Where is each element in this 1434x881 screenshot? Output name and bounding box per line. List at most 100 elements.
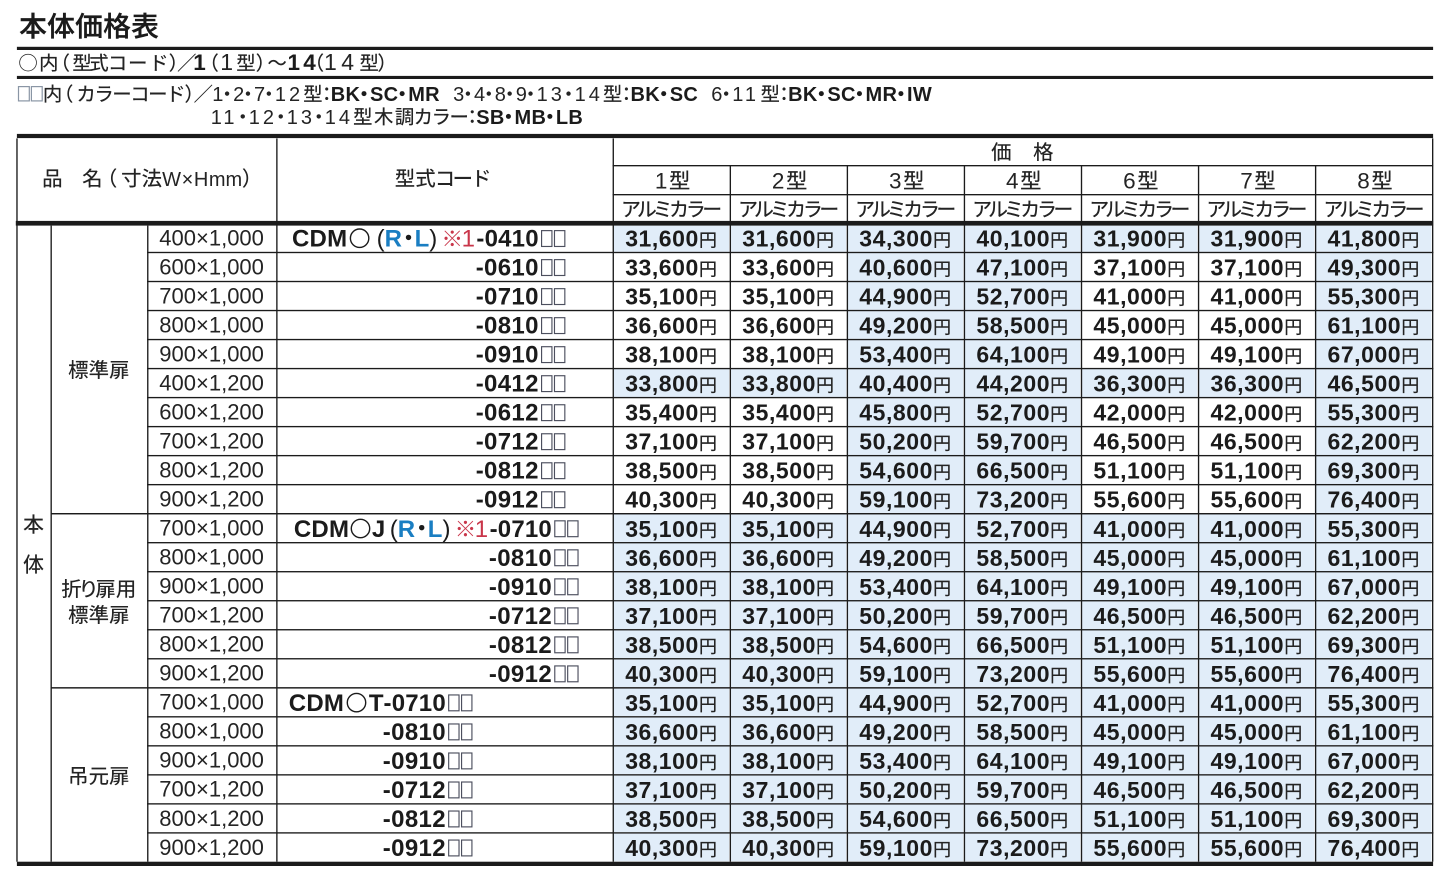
svg-text:73,200: 73,200 (976, 487, 1050, 513)
svg-text:): ) (443, 516, 451, 543)
svg-text:-0810: -0810 (489, 545, 552, 572)
svg-text:44,200: 44,200 (976, 371, 1050, 397)
svg-text:66,500: 66,500 (976, 458, 1050, 484)
svg-text:40,300: 40,300 (625, 835, 699, 861)
svg-text:700×1,200: 700×1,200 (159, 777, 264, 802)
svg-text:37,100: 37,100 (742, 603, 816, 629)
svg-text:38,100: 38,100 (742, 748, 816, 774)
svg-text:-0710: -0710 (384, 690, 446, 717)
svg-text:700×1,000: 700×1,000 (159, 690, 264, 715)
svg-text:400×1,200: 400×1,200 (159, 370, 264, 395)
svg-text:35,400: 35,400 (742, 400, 816, 426)
svg-text:59,100: 59,100 (859, 661, 933, 687)
svg-text:41,000: 41,000 (1093, 690, 1167, 716)
svg-text:40,300: 40,300 (625, 487, 699, 513)
svg-text:36,600: 36,600 (742, 313, 816, 339)
svg-text:49,200: 49,200 (859, 719, 933, 745)
svg-text:-0910: -0910 (489, 574, 552, 601)
svg-text:900×1,200: 900×1,200 (159, 835, 264, 860)
svg-text:700×1,000: 700×1,000 (159, 283, 264, 308)
svg-text:51,100: 51,100 (1211, 458, 1285, 484)
svg-text:41,000: 41,000 (1211, 516, 1285, 542)
svg-text:33,600: 33,600 (742, 255, 816, 281)
svg-text:58,500: 58,500 (976, 719, 1050, 745)
svg-text:2: 2 (233, 84, 244, 106)
svg-text:69,300: 69,300 (1328, 632, 1402, 658)
svg-text:41,000: 41,000 (1211, 284, 1285, 310)
svg-text:-0410: -0410 (476, 226, 538, 253)
svg-text:LB: LB (556, 107, 583, 129)
svg-text:67,000: 67,000 (1328, 342, 1402, 368)
svg-text:CDM: CDM (294, 516, 349, 543)
svg-text:800×1,000: 800×1,000 (159, 312, 264, 337)
svg-text:52,700: 52,700 (976, 400, 1050, 426)
svg-text:52,700: 52,700 (976, 690, 1050, 716)
svg-text:SB: SB (476, 107, 504, 129)
svg-text:800×1,000: 800×1,000 (159, 545, 264, 570)
svg-text:600×1,000: 600×1,000 (159, 254, 264, 279)
svg-text:34,300: 34,300 (859, 226, 933, 252)
svg-text:400×1,000: 400×1,000 (159, 225, 264, 250)
svg-text:31,600: 31,600 (742, 226, 816, 252)
svg-text:46,500: 46,500 (1093, 777, 1167, 803)
svg-text:59,700: 59,700 (976, 603, 1050, 629)
svg-text:1: 1 (193, 50, 206, 75)
svg-text:40,300: 40,300 (742, 835, 816, 861)
svg-text:62,200: 62,200 (1328, 429, 1402, 455)
svg-text:31,900: 31,900 (1093, 226, 1167, 252)
svg-text:W×H: W×H (162, 169, 209, 191)
svg-text:55,300: 55,300 (1328, 400, 1402, 426)
svg-text:55,300: 55,300 (1328, 284, 1402, 310)
svg-text:BK: BK (631, 84, 661, 106)
svg-text:-0812: -0812 (476, 458, 539, 485)
svg-text:37,100: 37,100 (625, 603, 699, 629)
svg-text:SC: SC (670, 84, 698, 106)
svg-text:-0712: -0712 (383, 777, 446, 804)
svg-text:41,000: 41,000 (1093, 284, 1167, 310)
svg-text:62,200: 62,200 (1328, 777, 1402, 803)
svg-text:58,500: 58,500 (976, 545, 1050, 571)
svg-text:MB: MB (515, 107, 547, 129)
svg-text:37,100: 37,100 (742, 429, 816, 455)
svg-text:IW: IW (907, 84, 932, 106)
svg-text:45,000: 45,000 (1093, 313, 1167, 339)
svg-text:64,100: 64,100 (976, 748, 1050, 774)
svg-text:BK: BK (788, 84, 818, 106)
svg-text:67,000: 67,000 (1328, 574, 1402, 600)
svg-text:67,000: 67,000 (1328, 748, 1402, 774)
svg-text:31,600: 31,600 (625, 226, 699, 252)
svg-text:-0912: -0912 (476, 487, 539, 514)
svg-text:55,600: 55,600 (1211, 487, 1285, 513)
svg-text:31,900: 31,900 (1211, 226, 1285, 252)
svg-text:37,100: 37,100 (1093, 255, 1167, 281)
svg-text:42,000: 42,000 (1093, 400, 1167, 426)
svg-text:1: 1 (212, 84, 223, 106)
svg-text:mm: mm (209, 169, 242, 191)
svg-text:40,300: 40,300 (742, 487, 816, 513)
svg-text:-0710: -0710 (476, 284, 539, 311)
svg-text:54,600: 54,600 (859, 458, 933, 484)
svg-text:58,500: 58,500 (976, 313, 1050, 339)
svg-text:J: J (372, 516, 385, 543)
svg-text:38,100: 38,100 (625, 748, 699, 774)
svg-text:76,400: 76,400 (1328, 487, 1402, 513)
svg-text:38,100: 38,100 (625, 342, 699, 368)
svg-text:38,100: 38,100 (625, 574, 699, 600)
svg-text:73,200: 73,200 (976, 661, 1050, 687)
svg-text:-0612: -0612 (476, 400, 539, 427)
svg-text:12: 12 (275, 84, 303, 106)
svg-text:800×1,200: 800×1,200 (159, 458, 264, 483)
svg-text:36,600: 36,600 (742, 545, 816, 571)
svg-text:900×1,000: 900×1,000 (159, 574, 264, 599)
svg-text:59,700: 59,700 (976, 777, 1050, 803)
svg-text:-0912: -0912 (489, 661, 552, 688)
svg-text:R: R (385, 226, 402, 253)
svg-text:8: 8 (1357, 168, 1370, 193)
svg-text:62,200: 62,200 (1328, 603, 1402, 629)
svg-text:53,400: 53,400 (859, 574, 933, 600)
svg-text:46,500: 46,500 (1093, 603, 1167, 629)
svg-text:700×1,200: 700×1,200 (159, 429, 264, 454)
svg-text:-0710: -0710 (490, 516, 552, 543)
svg-text:69,300: 69,300 (1328, 458, 1402, 484)
svg-text:50,200: 50,200 (859, 777, 933, 803)
